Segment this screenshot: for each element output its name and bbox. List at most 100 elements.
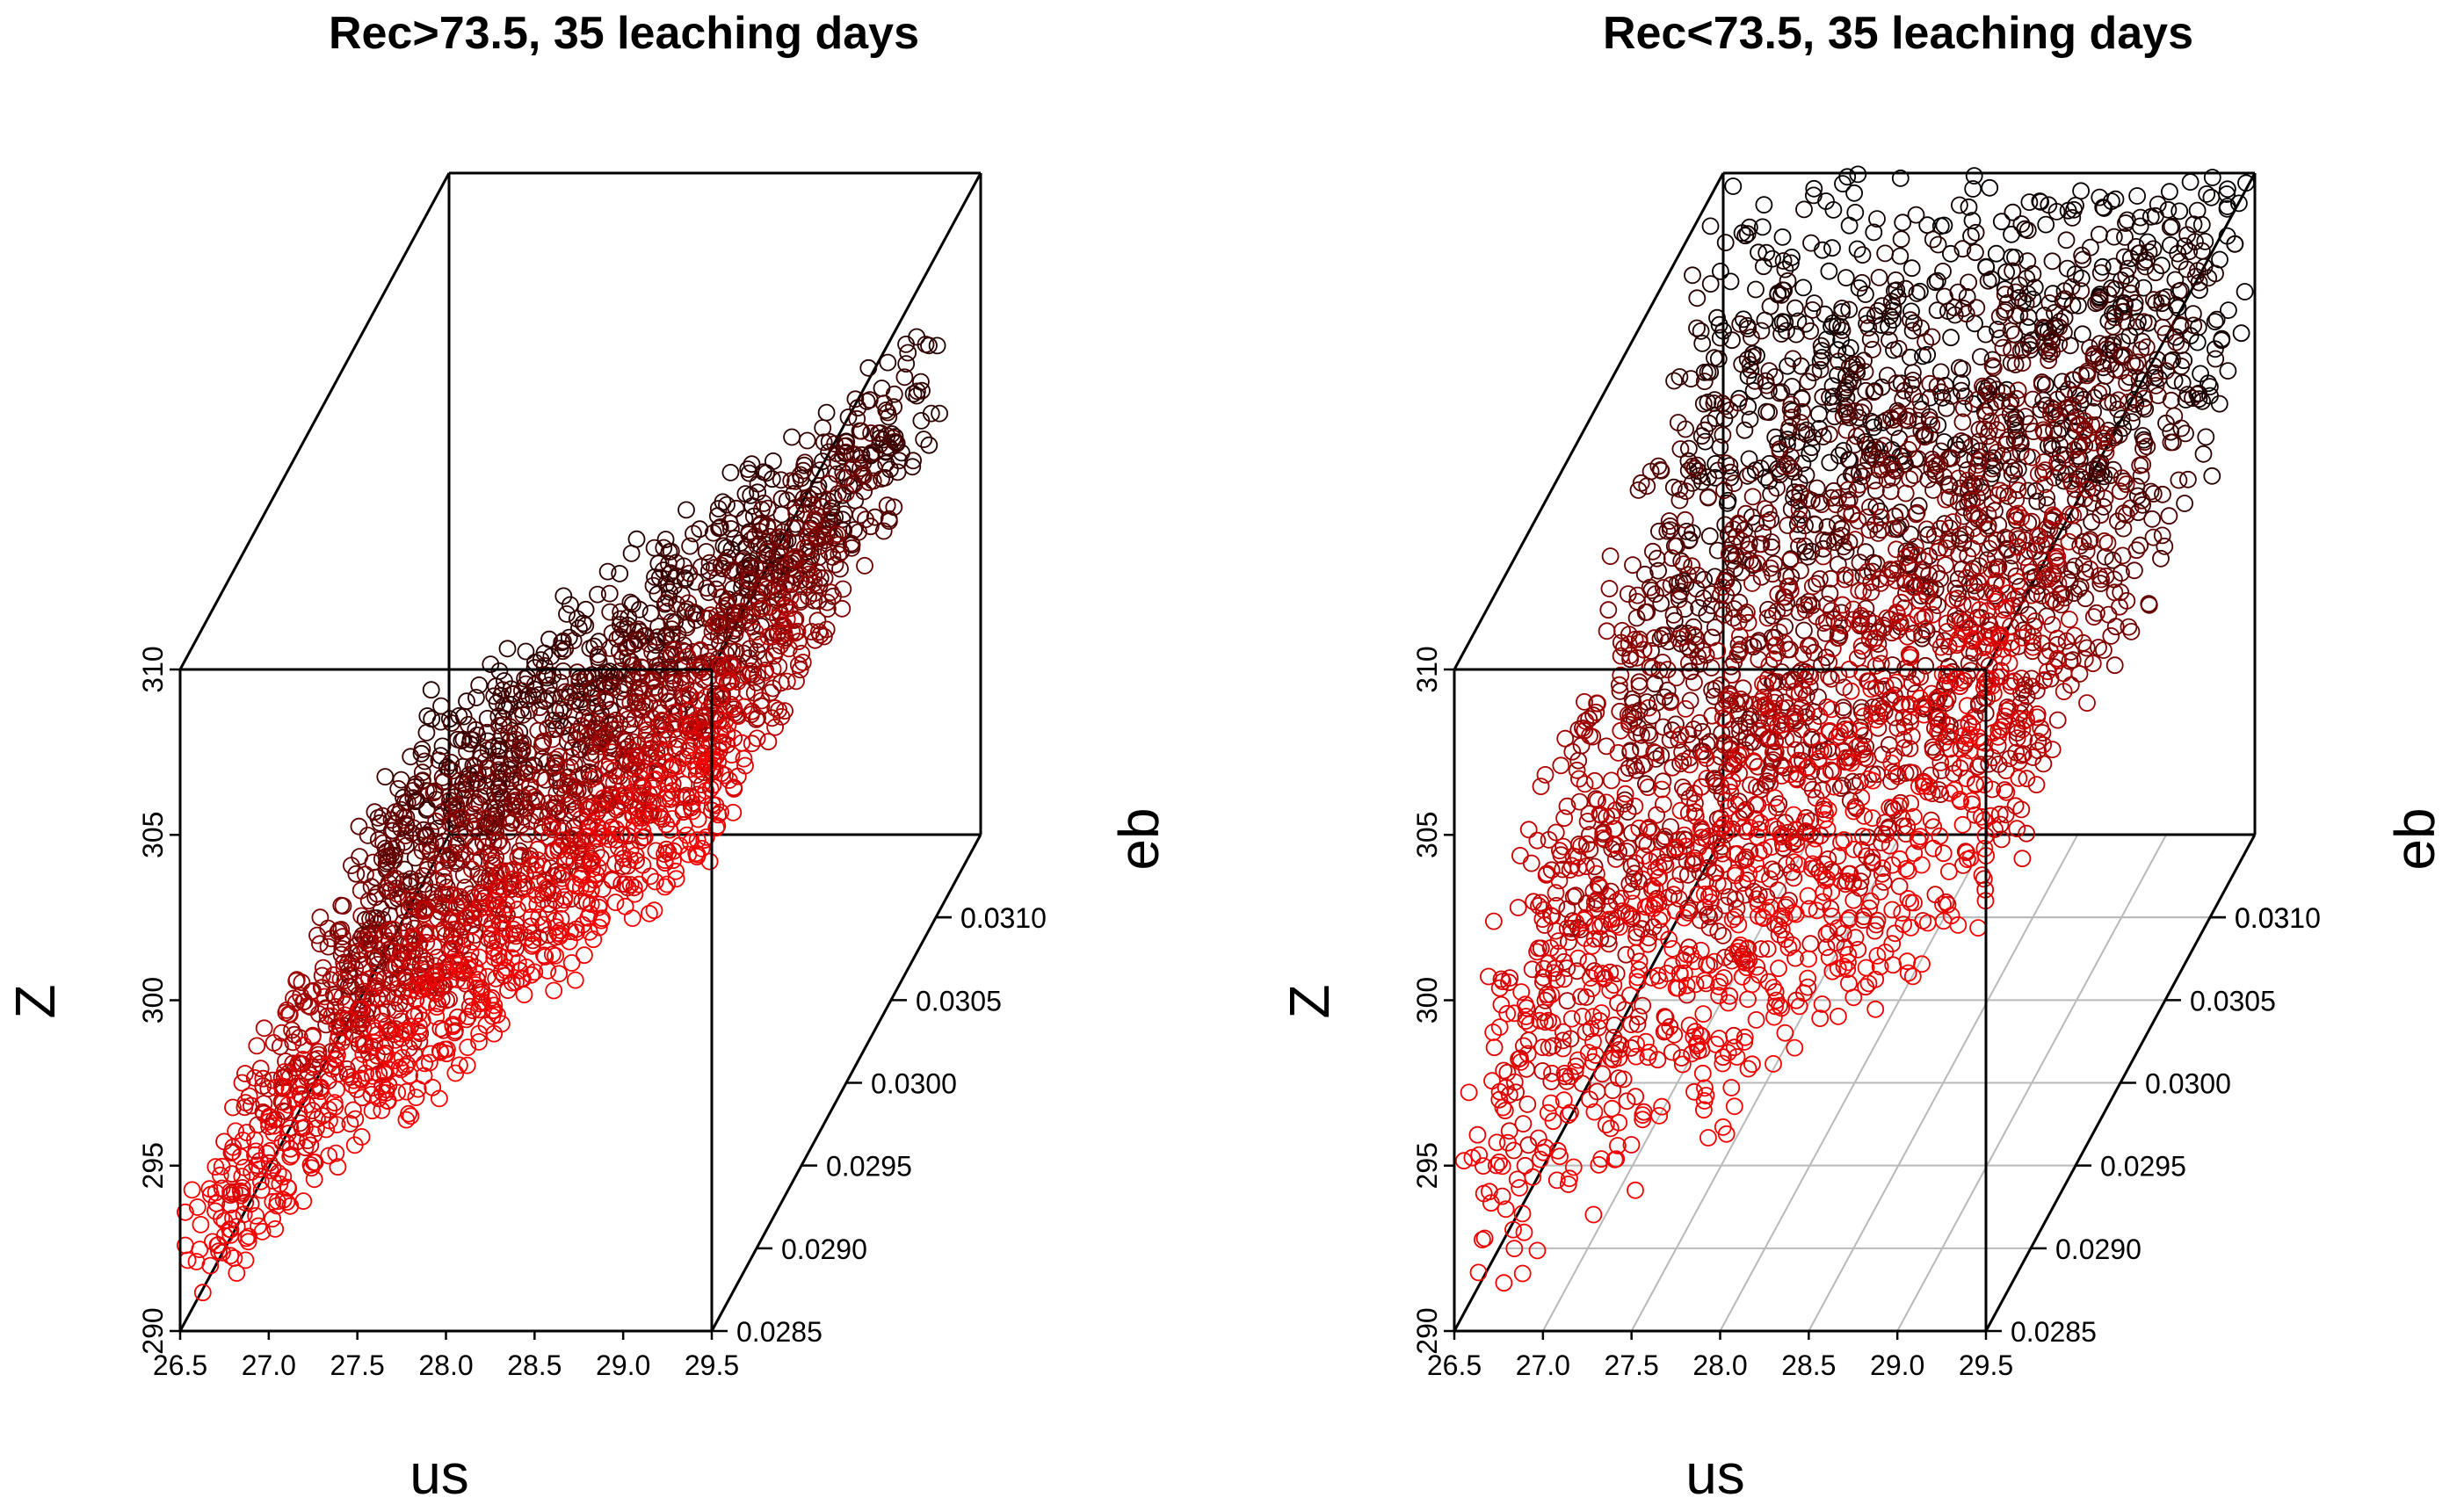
scatter-point (612, 875, 631, 893)
scatter-point (2147, 264, 2164, 282)
scatter-point (507, 927, 525, 945)
scatter-point (470, 1024, 488, 1043)
scatter-point (522, 812, 540, 830)
scatter-point (2219, 301, 2237, 320)
scatter-point (2105, 583, 2124, 602)
scatter-point (1886, 507, 1904, 525)
scatter-point (787, 504, 805, 522)
scatter-point (743, 455, 761, 474)
scatter-point (791, 466, 809, 484)
z-tick-label: 295 (137, 1142, 169, 1189)
scatter-point (2056, 450, 2075, 468)
scatter-point (305, 1125, 323, 1144)
scatter-point (264, 1210, 282, 1228)
scatter-point (844, 459, 863, 477)
scatter-point (366, 1033, 384, 1052)
scatter-point (294, 1192, 313, 1210)
scatter-point (329, 1158, 347, 1176)
scatter-point (2170, 202, 2189, 221)
scatter-point (442, 754, 460, 771)
scatter-point (384, 920, 402, 938)
scatter-point (1924, 453, 1943, 472)
scatter-point (589, 858, 607, 877)
scatter-point (722, 520, 740, 538)
scatter-point (1743, 488, 1762, 506)
scatter-point (359, 827, 377, 844)
scatter-point (2002, 459, 2020, 476)
scatter-point (2178, 470, 2197, 488)
scatter-point (427, 812, 446, 830)
scatter-point (1705, 394, 1723, 412)
scatter-point (619, 710, 637, 728)
scatter-point (1852, 273, 1871, 292)
scatter-point (1883, 656, 1902, 674)
scatter-point (1913, 563, 1931, 582)
scatter-point (1664, 606, 1683, 624)
scatter-point (1710, 315, 1728, 334)
scatter-point (1847, 427, 1866, 445)
scatter-point (1601, 547, 1620, 565)
scatter-point (724, 804, 743, 821)
scatter-point (2045, 509, 2063, 526)
scatter-point (1789, 525, 1807, 544)
scatter-point (2167, 333, 2185, 351)
x-tick-label: 27.0 (242, 1349, 296, 1381)
scatter-point (1757, 376, 1776, 394)
scatter-point (464, 731, 482, 749)
scatter-point (2018, 481, 2037, 500)
scatter-point (390, 995, 409, 1013)
scatter-point (708, 569, 727, 588)
scatter-point (2236, 283, 2254, 300)
scatter-point (1721, 457, 1739, 474)
scatter-point (386, 1052, 404, 1069)
scatter-point (259, 1112, 278, 1131)
scatter-point (728, 619, 745, 638)
scatter-point (2135, 389, 2154, 408)
scatter-point (1701, 275, 1720, 293)
eb-tick-label: 0.0310 (960, 902, 1047, 934)
left-scatter-points (176, 328, 948, 1302)
scatter-point (724, 698, 743, 716)
scatter-point (1837, 379, 1856, 397)
scatter-point (1676, 600, 1694, 618)
scatter-point (473, 892, 490, 910)
scatter-point (239, 1233, 257, 1251)
scatter-point (717, 539, 736, 557)
scatter-point (2034, 421, 2053, 439)
scatter-point (621, 840, 640, 858)
scatter-point (1758, 513, 1776, 531)
scatter-point (250, 1160, 269, 1178)
scatter-point (1916, 608, 1934, 626)
scatter-point (2083, 513, 2101, 532)
scatter-point (629, 679, 648, 698)
scatter-point (1576, 775, 1594, 793)
scatter-point (1649, 561, 1667, 580)
scatter-point (350, 817, 368, 836)
scatter-point (670, 836, 689, 855)
scatter-point (320, 1147, 338, 1165)
scatter-point (460, 997, 479, 1016)
scatter-point (2096, 489, 2114, 508)
scatter-point (375, 926, 393, 944)
scatter-point (699, 753, 717, 770)
scatter-point (834, 580, 852, 598)
scatter-point (486, 854, 504, 872)
scatter-point (2078, 694, 2096, 712)
scatter-point (1830, 614, 1848, 633)
scatter-point (2076, 489, 2094, 508)
scatter-point (580, 875, 598, 893)
scatter-point (1968, 582, 1986, 601)
scatter-point (884, 429, 902, 447)
scatter-point (627, 846, 645, 865)
scatter-point (1864, 340, 1881, 358)
scatter-point (252, 1181, 271, 1199)
scatter-point (733, 734, 751, 752)
scatter-point (266, 1079, 285, 1096)
scatter-point (402, 913, 420, 930)
scatter-point (888, 434, 906, 452)
scatter-point (2226, 235, 2244, 253)
scatter-point (890, 452, 909, 470)
scatter-point (558, 605, 576, 623)
scatter-point (625, 879, 643, 897)
scatter-point (352, 1071, 371, 1089)
